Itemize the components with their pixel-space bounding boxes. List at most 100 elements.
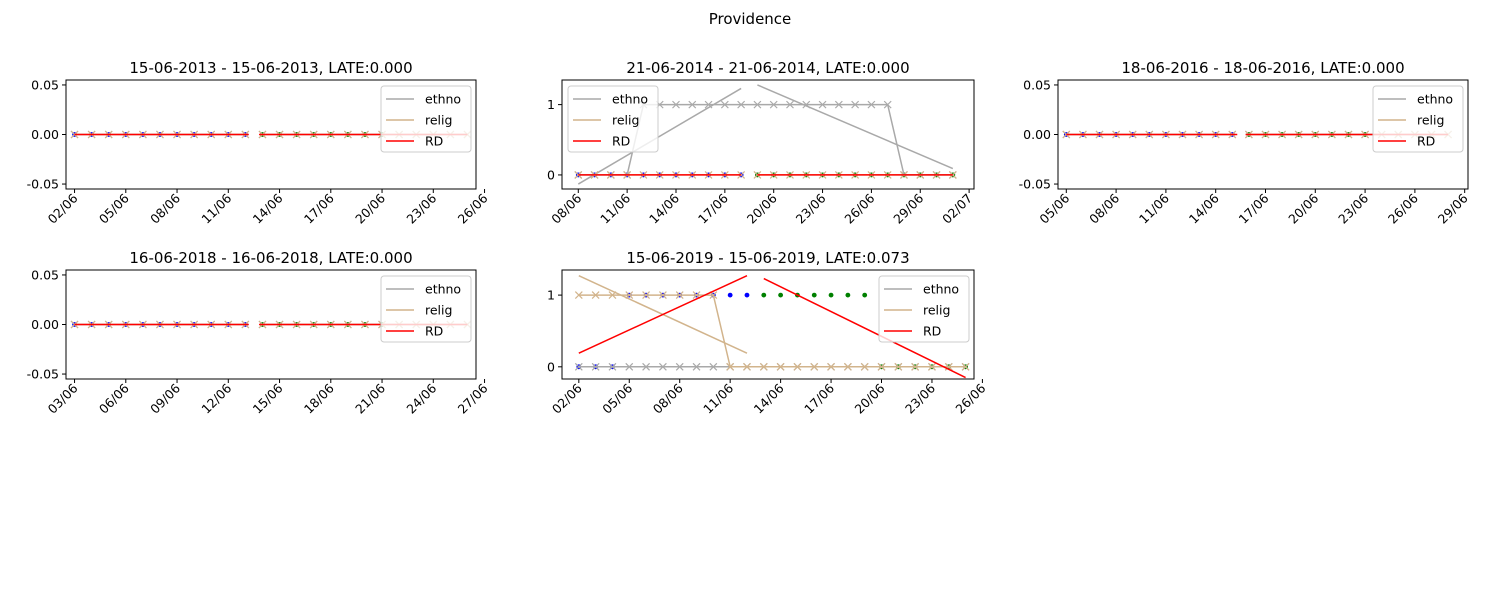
ethno-marker — [608, 362, 617, 371]
y-tick-label: 0.00 — [31, 127, 59, 142]
y-tick-label: 0.05 — [31, 77, 59, 92]
legend-relig-label: relig — [425, 303, 452, 318]
x-tick-label: 05/06 — [1036, 190, 1072, 226]
x-tick-label: 14/06 — [751, 380, 787, 416]
x-tick-label: 02/06 — [549, 380, 585, 416]
legend-box — [380, 275, 472, 343]
legend-ethno-label: ethno — [1417, 92, 1453, 107]
legend: ethno relig RD — [380, 275, 472, 343]
legend-ethno-label: ethno — [923, 282, 959, 297]
x-tick-label: 11/06 — [198, 190, 234, 226]
subplot-title: 21-06-2014 - 21-06-2014, LATE:0.000 — [626, 59, 909, 77]
left-point — [727, 292, 733, 298]
x-tick-label: 23/06 — [403, 190, 439, 226]
subplot-2: 21-06-2014 - 21-06-2014, LATE:0.000 0 1 08/… — [547, 59, 975, 227]
ethno-marker — [591, 362, 600, 371]
right-point — [845, 292, 851, 298]
x-tick-label: 11/06 — [597, 190, 633, 226]
legend: ethno relig RD — [380, 85, 472, 153]
y-tick-label: 1 — [547, 288, 555, 303]
relig-marker — [961, 362, 970, 371]
ethno-marker — [625, 362, 634, 371]
relig-marker — [753, 171, 762, 179]
x-tick-label: 08/06 — [548, 190, 584, 226]
x-tick-label: 08/06 — [650, 380, 686, 416]
ethno-marker — [658, 362, 667, 371]
relig-series-line — [578, 294, 966, 368]
ethno-marker — [642, 362, 651, 371]
legend-ethno-label: ethno — [425, 282, 461, 297]
right-point — [811, 292, 817, 298]
x-tick-label: 17/06 — [801, 380, 837, 416]
y-tick-label: -0.05 — [1019, 177, 1051, 192]
rd-line-left — [578, 275, 748, 354]
subplot-5: 15-06-2019 - 15-06-2019, LATE:0.073 0 1 02/… — [547, 249, 989, 417]
x-tick-label: 12/06 — [198, 380, 234, 416]
ethno-marker — [709, 362, 718, 371]
legend-ethno-label: ethno — [612, 92, 648, 107]
right-point — [761, 292, 767, 298]
right-point — [778, 292, 784, 298]
axes-frame — [561, 79, 975, 190]
y-tick-label: -0.05 — [27, 177, 59, 192]
x-tick-label: 20/06 — [852, 380, 888, 416]
legend-rd-label: RD — [612, 134, 630, 149]
y-tick-label: -0.05 — [27, 367, 59, 382]
x-tick-label: 26/06 — [952, 380, 988, 416]
ethno-marker — [692, 362, 701, 371]
x-tick-label: 23/06 — [793, 190, 829, 226]
x-tick-label: 02/06 — [45, 190, 81, 226]
y-tick-label: 0.05 — [31, 267, 59, 282]
subplot-title: 18-06-2016 - 18-06-2016, LATE:0.000 — [1121, 59, 1404, 77]
subplot-3: 18-06-2016 - 18-06-2016, LATE:0.000 -0.05… — [1019, 59, 1471, 227]
x-tick-label: 11/06 — [700, 380, 736, 416]
x-tick-label: 24/06 — [403, 380, 439, 416]
x-tick-label: 17/06 — [695, 190, 731, 226]
y-tick-label: 1 — [547, 97, 555, 112]
x-tick-label: 23/06 — [902, 380, 938, 416]
legend-rd-label: RD — [425, 324, 443, 339]
subplot-4: 16-06-2018 - 16-06-2018, LATE:0.000 -0.05… — [27, 249, 491, 417]
y-tick-label: 0.00 — [31, 317, 59, 332]
ethno-line-right — [757, 84, 954, 170]
legend-box — [567, 85, 659, 153]
x-tick-label: 21/06 — [352, 380, 388, 416]
subplot-title: 16-06-2018 - 16-06-2018, LATE:0.000 — [129, 249, 412, 267]
x-tick-label: 26/06 — [841, 190, 877, 226]
x-tick-label: 06/06 — [96, 380, 132, 416]
x-tick-label: 14/06 — [646, 190, 682, 226]
x-tick-label: 17/06 — [301, 190, 337, 226]
legend-rd-label: RD — [1417, 134, 1435, 149]
x-tick-label: 29/06 — [890, 190, 926, 226]
legend-rd-label: RD — [425, 134, 443, 149]
subplot-title: 15-06-2019 - 15-06-2019, LATE:0.073 — [626, 249, 909, 267]
legend-relig-label: relig — [1417, 113, 1444, 128]
legend: ethno relig RD — [878, 275, 970, 343]
x-tick-label: 14/06 — [250, 190, 286, 226]
x-tick-label: 02/07 — [939, 191, 975, 227]
x-tick-label: 08/06 — [1086, 190, 1122, 226]
x-tick-label: 03/06 — [45, 380, 81, 416]
y-tick-label: 0 — [547, 167, 555, 182]
legend-box — [1372, 85, 1464, 153]
x-tick-label: 26/06 — [1385, 190, 1421, 226]
right-point — [862, 292, 868, 298]
figure-title: Providence — [709, 10, 792, 28]
x-tick-label: 09/06 — [147, 380, 183, 416]
x-tick-label: 26/06 — [455, 190, 491, 226]
legend: ethno relig RD — [1372, 85, 1464, 153]
rd-line-right — [763, 277, 966, 379]
y-tick-label: 0 — [547, 359, 555, 374]
x-tick-label: 08/06 — [147, 190, 183, 226]
x-tick-label: 27/06 — [455, 380, 491, 416]
subplot-1: 15-06-2013 - 15-06-2013, LATE:0.000 -0.05… — [27, 59, 491, 227]
legend-box — [878, 275, 970, 343]
x-tick-label: 20/06 — [352, 190, 388, 226]
x-tick-label: 11/06 — [1136, 190, 1172, 226]
legend-box — [380, 85, 472, 153]
y-tick-label: 0.05 — [1023, 77, 1051, 92]
x-tick-label: 15/06 — [250, 380, 286, 416]
y-tick-label: 0.00 — [1023, 127, 1051, 142]
x-tick-label: 20/06 — [1285, 190, 1321, 226]
